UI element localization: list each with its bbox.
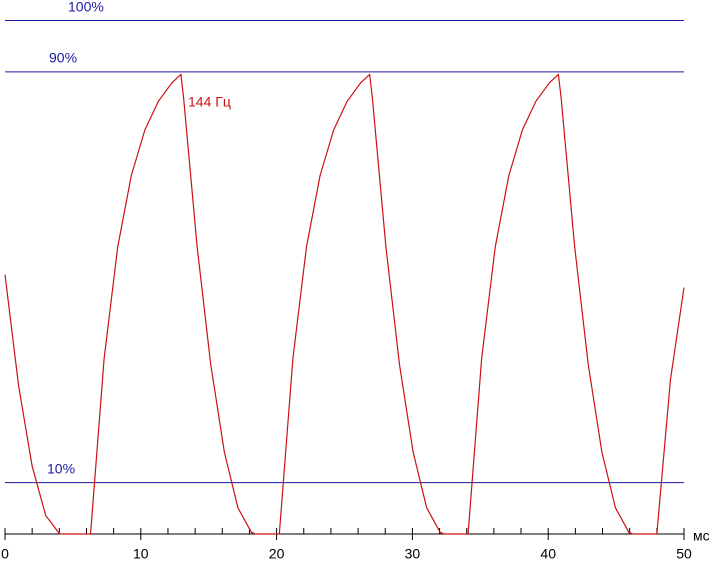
x-tick-label: 50 bbox=[676, 546, 692, 562]
y-tick-label: 10% bbox=[47, 460, 75, 476]
x-tick-label: 0 bbox=[1, 546, 9, 562]
waveform bbox=[4, 73, 685, 535]
x-tick-label: 20 bbox=[269, 546, 285, 562]
x-tick-label: 40 bbox=[540, 546, 556, 562]
x-tick-label: 30 bbox=[405, 546, 421, 562]
x-tick-label: 10 bbox=[133, 546, 149, 562]
x-unit: мс bbox=[693, 528, 710, 544]
annotation: 144 Гц bbox=[188, 94, 231, 110]
y-tick-label: 100% bbox=[68, 0, 104, 14]
y-tick-label: 90% bbox=[49, 50, 77, 66]
